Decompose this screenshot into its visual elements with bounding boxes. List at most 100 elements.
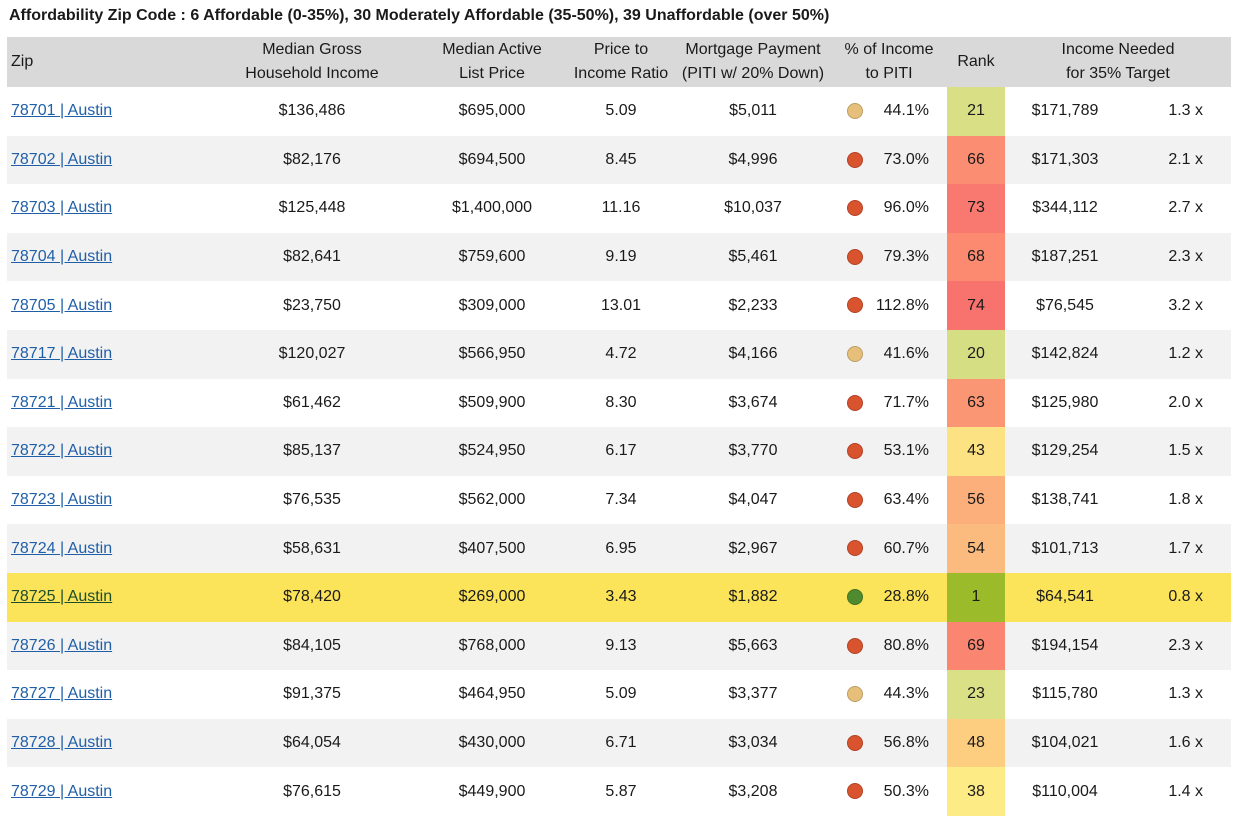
zip-link[interactable]: 78727 | Austin [11, 685, 113, 703]
payment-cell: $2,233 [728, 296, 778, 314]
status-cell [831, 670, 865, 719]
payment-cell: $10,037 [724, 199, 782, 217]
ratio-cell: 6.17 [605, 442, 637, 460]
rank-cell: 69 [947, 621, 1005, 671]
header-income-needed[interactable]: Income Needed for 35% Target [1005, 37, 1231, 87]
pct-income-cell: 60.7% [883, 539, 929, 557]
pct-income-cell: 53.1% [883, 442, 929, 460]
rank-cell: 68 [947, 232, 1005, 282]
header-needed-line2: for 35% Target [1066, 65, 1170, 82]
zip-link[interactable]: 78725 | Austin [11, 588, 113, 606]
multiplier-cell: 1.6 x [1168, 734, 1203, 752]
pct-income-cell: 79.3% [883, 248, 929, 266]
list-price-cell: $524,950 [458, 442, 526, 460]
status-cell [831, 767, 865, 816]
zip-cell: 78702 | Austin [7, 136, 207, 185]
income-cell: $78,420 [283, 588, 341, 606]
status-dot-icon [847, 346, 863, 363]
header-income[interactable]: Median Gross Household Income [207, 37, 417, 87]
status-cell [831, 184, 865, 233]
income-cell: $64,054 [283, 734, 341, 752]
payment-cell: $3,208 [728, 782, 778, 800]
multiplier-cell: 1.5 x [1168, 442, 1203, 460]
list-price-cell: $562,000 [458, 491, 526, 509]
multiplier-cell: 1.8 x [1168, 491, 1203, 509]
ratio-cell: 6.71 [605, 734, 637, 752]
header-income-line1: Median Gross [262, 41, 362, 58]
payment-cell: $5,461 [728, 248, 778, 266]
zip-link[interactable]: 78703 | Austin [11, 199, 113, 217]
pct-income-cell: 112.8% [875, 296, 929, 314]
zip-link[interactable]: 78702 | Austin [11, 150, 113, 168]
status-dot-icon [847, 297, 863, 314]
status-dot-icon [847, 200, 863, 217]
income-needed-cell: $125,980 [1031, 393, 1099, 411]
zip-link[interactable]: 78728 | Austin [11, 734, 113, 752]
payment-cell: $3,770 [728, 442, 778, 460]
zip-cell: 78705 | Austin [7, 281, 207, 330]
zip-link[interactable]: 78729 | Austin [11, 782, 113, 800]
pct-income-cell: 80.8% [883, 636, 929, 654]
income-cell: $76,535 [283, 491, 341, 509]
multiplier-cell: 2.7 x [1168, 199, 1203, 217]
rank-cell: 21 [947, 87, 1005, 136]
header-list-price[interactable]: Median Active List Price [417, 37, 567, 87]
zip-link[interactable]: 78724 | Austin [11, 539, 113, 557]
list-price-cell: $768,000 [458, 636, 526, 654]
status-dot-icon [847, 394, 863, 411]
header-ratio-line1: Price to [593, 41, 649, 58]
status-dot-icon [847, 443, 863, 460]
header-zip[interactable]: Zip [11, 53, 34, 70]
header-ratio[interactable]: Price to Income Ratio [567, 37, 675, 87]
header-pct-income[interactable]: % of Income to PITI [831, 37, 947, 87]
multiplier-cell: 1.4 x [1168, 782, 1203, 800]
income-needed-cell: $194,154 [1031, 636, 1099, 654]
zip-link[interactable]: 78722 | Austin [11, 442, 113, 460]
header-income-line2: Household Income [245, 65, 379, 82]
pct-income-cell: 56.8% [883, 734, 929, 752]
income-needed-cell: $171,303 [1031, 150, 1099, 168]
table-row: 78702 | Austin $82,176 $694,500 8.45 $4,996 7… [7, 135, 1231, 185]
payment-cell: $4,166 [728, 345, 778, 363]
table-row: 78722 | Austin $85,137 $524,950 6.17 $3,770 5… [7, 427, 1231, 476]
header-rank[interactable]: Rank [957, 53, 995, 70]
income-cell: $136,486 [278, 102, 346, 120]
income-cell: $82,176 [283, 150, 341, 168]
zip-link[interactable]: 78726 | Austin [11, 636, 113, 654]
income-needed-cell: $138,741 [1031, 491, 1099, 509]
rank-cell: 63 [947, 378, 1005, 428]
zip-link[interactable]: 78717 | Austin [11, 345, 113, 363]
ratio-cell: 4.72 [605, 345, 637, 363]
rank-cell: 74 [947, 281, 1005, 330]
table-row: 78729 | Austin $76,615 $449,900 5.87 $3,208 5… [7, 767, 1231, 816]
table-row: 78725 | Austin $78,420 $269,000 3.43 $1,882 2… [7, 572, 1231, 622]
ratio-cell: 5.09 [605, 685, 637, 703]
list-price-cell: $269,000 [458, 588, 526, 606]
header-payment[interactable]: Mortgage Payment (PITI w/ 20% Down) [675, 37, 831, 87]
table-row: 78723 | Austin $76,535 $562,000 7.34 $4,047 6… [7, 475, 1231, 525]
income-cell: $84,105 [283, 636, 341, 654]
zip-link[interactable]: 78723 | Austin [11, 491, 113, 509]
rank-cell: 20 [947, 329, 1005, 379]
payment-cell: $1,882 [728, 588, 778, 606]
list-price-cell: $695,000 [458, 102, 526, 120]
affordability-table: Zip Median Gross Household Income Median … [7, 37, 1231, 816]
pct-income-cell: 28.8% [883, 588, 929, 606]
income-cell: $125,448 [278, 199, 346, 217]
zip-link[interactable]: 78701 | Austin [11, 102, 113, 120]
table-row: 78727 | Austin $91,375 $464,950 5.09 $3,377 4… [7, 670, 1231, 719]
list-price-cell: $430,000 [458, 734, 526, 752]
status-dot-icon [847, 151, 863, 168]
pct-income-cell: 96.0% [883, 199, 929, 217]
ratio-cell: 8.45 [605, 150, 637, 168]
table-row: 78721 | Austin $61,462 $509,900 8.30 $3,674 7… [7, 378, 1231, 428]
header-row: Zip Median Gross Household Income Median … [7, 37, 1231, 87]
status-dot-icon [847, 589, 863, 605]
zip-link[interactable]: 78721 | Austin [11, 393, 113, 411]
income-needed-cell: $104,021 [1031, 734, 1099, 752]
header-ratio-line2: Income Ratio [573, 65, 669, 82]
status-cell [831, 87, 865, 136]
zip-link[interactable]: 78704 | Austin [11, 248, 113, 266]
zip-link[interactable]: 78705 | Austin [11, 296, 113, 314]
list-price-cell: $694,500 [458, 150, 526, 168]
